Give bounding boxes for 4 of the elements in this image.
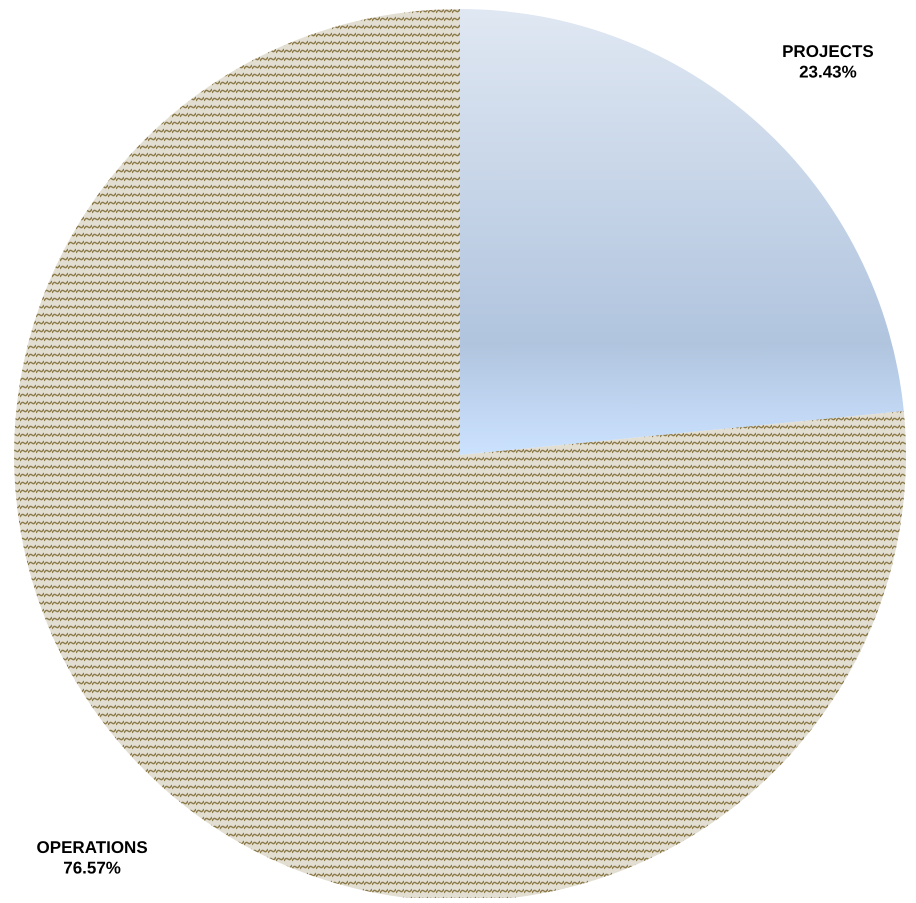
- data-label: 23.43%: [799, 62, 857, 82]
- data-label: 76.57%: [63, 858, 121, 878]
- slice-label: OPERATIONS: [36, 838, 148, 858]
- slice-label: PROJECTS: [782, 42, 874, 61]
